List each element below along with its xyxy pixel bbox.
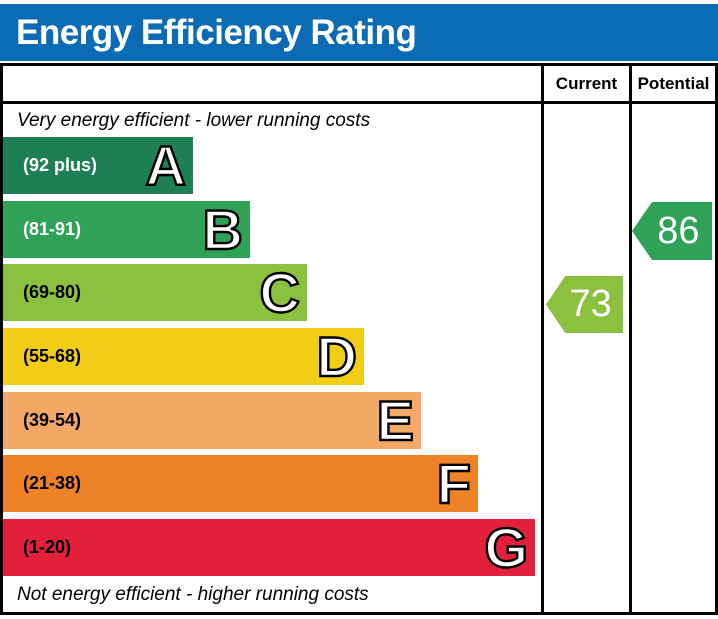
potential-column-divider bbox=[629, 63, 632, 615]
current-column-divider bbox=[541, 63, 544, 615]
page-title: Energy Efficiency Rating bbox=[16, 12, 417, 52]
band-row-c: (69-80) C bbox=[3, 261, 307, 324]
band-row-b: (81-91) B bbox=[3, 198, 250, 261]
potential-rating-value: 86 bbox=[657, 209, 700, 252]
band-b-range-label: (81-91) bbox=[23, 219, 82, 239]
band-row-f: (21-38) F bbox=[3, 452, 478, 515]
band-a-letter: A bbox=[144, 134, 187, 197]
band-row-a: (92 plus) A bbox=[3, 134, 193, 197]
current-rating-value: 73 bbox=[569, 283, 612, 325]
band-row-d: (55-68) D bbox=[3, 325, 364, 388]
band-e-range-label: (39-54) bbox=[23, 410, 82, 430]
band-row-e: (39-54) E bbox=[3, 389, 421, 452]
potential-column-header: Potential bbox=[637, 73, 710, 93]
title-bar: Energy Efficiency Rating bbox=[0, 4, 718, 61]
band-d-letter: D bbox=[315, 325, 358, 388]
band-a-range-label: (92 plus) bbox=[23, 155, 98, 175]
header-separator bbox=[0, 101, 718, 104]
band-d-range-label: (55-68) bbox=[23, 346, 82, 366]
bottom-note: Not energy efficient - higher running co… bbox=[17, 583, 369, 605]
current-column-header: Current bbox=[555, 73, 618, 93]
band-g-range-label: (1-20) bbox=[23, 537, 72, 557]
top-note: Very energy efficient - lower running co… bbox=[17, 109, 371, 131]
band-b-letter: B bbox=[201, 198, 244, 261]
band-c-range-label: (69-80) bbox=[23, 282, 82, 302]
band-row-g: (1-20) G bbox=[3, 516, 535, 579]
band-e-letter: E bbox=[375, 389, 415, 452]
band-g-letter: G bbox=[483, 516, 529, 579]
rating-table-border bbox=[0, 63, 718, 615]
band-f-range-label: (21-38) bbox=[23, 473, 82, 493]
band-f-letter: F bbox=[436, 452, 473, 515]
band-c-letter: C bbox=[258, 261, 301, 324]
